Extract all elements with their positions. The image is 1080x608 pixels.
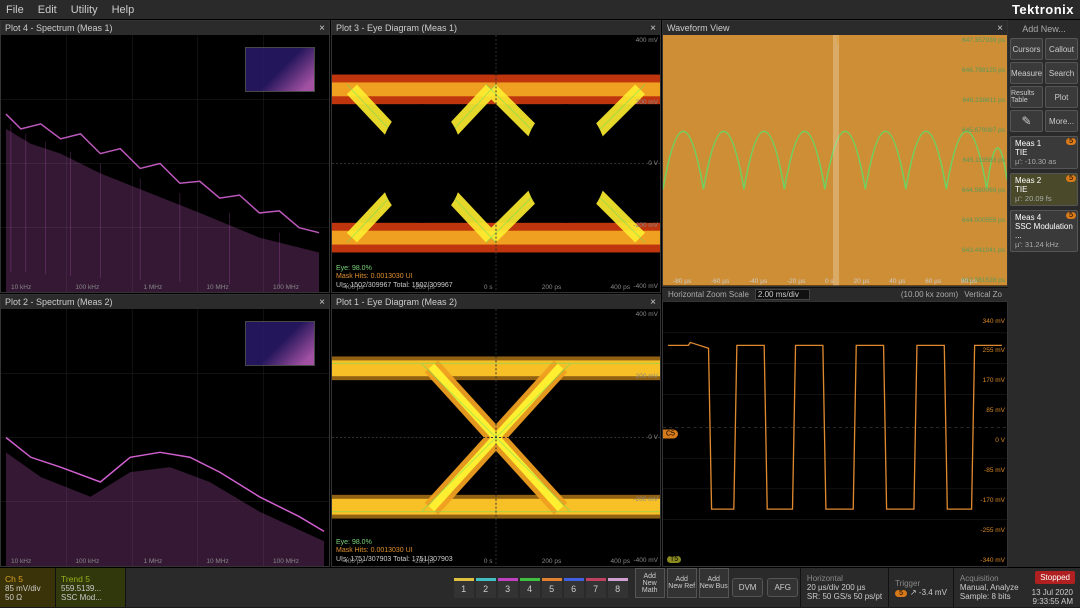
waveform-top-canvas	[663, 35, 1007, 286]
plot2-spectrum[interactable]: Plot 2 - Spectrum (Meas 2) × 10 kHz100 kH…	[0, 294, 330, 567]
menu-edit[interactable]: Edit	[38, 4, 57, 16]
plot-button[interactable]: Plot	[1045, 86, 1078, 108]
dvm-button[interactable]: DVM	[732, 578, 764, 597]
channel-buttons: 12345678	[448, 568, 634, 607]
close-icon[interactable]: ×	[997, 23, 1003, 34]
close-icon[interactable]: ×	[319, 23, 325, 34]
measurement-badge-1[interactable]: 5 Meas 1 TIE µ': -10.30 as	[1010, 136, 1078, 169]
search-button[interactable]: Search	[1045, 62, 1078, 84]
trigger-settings[interactable]: Trigger 5↗ -3.4 mV	[888, 568, 953, 607]
sidebar-addnew-label: Add New...	[1010, 22, 1078, 36]
channel-5-button[interactable]: 5	[542, 578, 562, 598]
plot3-canvas	[332, 35, 660, 292]
plot1-yticks: 400 mV200 mV0 V-200 mV-400 mV	[633, 311, 658, 564]
horizontal-zoom-bar: Horizontal Zoom Scale (10.00 kx zoom) Ve…	[662, 287, 1008, 301]
waveform-top-xticks: -80 µs-60 µs-40 µs-20 µs0 s20 µs40 µs60 …	[673, 278, 977, 285]
channel-1-button[interactable]: 1	[454, 578, 474, 598]
plot1-canvas	[332, 309, 660, 566]
plot-grid: Plot 4 - Spectrum (Meas 1) × 10 kHz100 kH…	[0, 20, 1008, 567]
hzoom-value-input[interactable]	[755, 289, 810, 300]
bottom-bar: Ch 5 85 mV/div 50 Ω Trend 5 559.5139... …	[0, 567, 1080, 607]
plot4-title: Plot 4 - Spectrum (Meas 1)	[5, 23, 113, 33]
plot4-spectrum[interactable]: Plot 4 - Spectrum (Meas 1) × 10 kHz100 kH…	[0, 20, 330, 293]
waveform-title: Waveform View	[667, 23, 730, 33]
measure-button[interactable]: Measure	[1010, 62, 1043, 84]
menu-help[interactable]: Help	[112, 4, 135, 16]
menubar: File Edit Utility Help Tektronix	[0, 0, 1080, 20]
trend5-badge[interactable]: Trend 5 559.5139... SSC Mod...	[56, 568, 126, 607]
channel-6-button[interactable]: 6	[564, 578, 584, 598]
waveform-top-yticks: 647.357939 ps646.798125 ps646.238611 ps6…	[962, 37, 1005, 284]
add-math-button[interactable]: Add New Math	[635, 568, 665, 598]
run-state-stopped[interactable]: Stopped	[1035, 571, 1075, 584]
plot3-yticks: 400 mV200 mV0 V-200 mV-400 mV	[633, 37, 658, 290]
plot4-xticks: 10 kHz100 kHz1 MHz10 MHz100 MHz	[11, 284, 299, 291]
measurement-badge-2[interactable]: 5 Meas 2 TIE µ': 20.09 fs	[1010, 173, 1078, 206]
plot4-thumbnail[interactable]	[245, 47, 315, 92]
sidebar: Add New... Cursors Callout Measure Searc…	[1008, 20, 1080, 567]
plot1-eye[interactable]: Plot 1 - Eye Diagram (Meas 2) ×	[331, 294, 661, 567]
hzoom-label: Horizontal Zoom Scale	[668, 290, 749, 299]
draw-tool-icon[interactable]: ✎	[1010, 110, 1043, 132]
channel-badge[interactable]: C5	[663, 429, 678, 438]
waveform-view-bottom[interactable]: C5 340 mV255 mV170 mV85 mV0 V-85 mV-170 …	[662, 301, 1008, 568]
hzoom-vz: Vertical Zo	[964, 290, 1002, 299]
datetime-display: 13 Jul 20209:33:55 AM	[1028, 586, 1077, 608]
plot3-title: Plot 3 - Eye Diagram (Meas 1)	[336, 23, 457, 33]
hzoom-extra: (10.00 kx zoom)	[901, 290, 958, 299]
menu-utility[interactable]: Utility	[71, 4, 98, 16]
waveform-view-top[interactable]: Waveform View × T 647.357939 ps646.798125…	[662, 20, 1008, 287]
cursors-button[interactable]: Cursors	[1010, 38, 1043, 60]
meas1-tag: 5	[1066, 138, 1076, 145]
channel-8-button[interactable]: 8	[608, 578, 628, 598]
waveform-bottom-canvas	[663, 302, 1007, 553]
trigger-marker-icon[interactable]: T	[835, 35, 841, 45]
channel-7-button[interactable]: 7	[586, 578, 606, 598]
plot3-info: Eye: 98.0% Mask Hits: 0.0013030 UI UIs: …	[336, 265, 453, 290]
meas2-tag: 5	[1066, 175, 1076, 182]
waveform-bottom-ts-badge: T5	[667, 553, 681, 564]
channel5-badge[interactable]: Ch 5 85 mV/div 50 Ω	[0, 568, 56, 607]
plot1-title: Plot 1 - Eye Diagram (Meas 2)	[336, 297, 457, 307]
plot1-info: Eye: 98.0% Mask Hits: 0.0013030 UI UIs: …	[336, 539, 453, 564]
meas4-tag: 5	[1066, 212, 1076, 219]
afg-button[interactable]: AFG	[767, 578, 797, 597]
callout-button[interactable]: Callout	[1045, 38, 1078, 60]
close-icon[interactable]: ×	[650, 23, 656, 34]
add-bus-button[interactable]: Add New Bus	[699, 568, 729, 598]
plot2-thumbnail[interactable]	[245, 321, 315, 366]
brand-logo: Tektronix	[1012, 2, 1074, 17]
close-icon[interactable]: ×	[650, 297, 656, 308]
menu-file[interactable]: File	[6, 4, 24, 16]
waveform-bottom-yticks: 340 mV255 mV170 mV85 mV0 V-85 mV-170 mV-…	[980, 318, 1005, 565]
channel-3-button[interactable]: 3	[498, 578, 518, 598]
acquisition-settings[interactable]: Acquisition Manual, Analyze Sample: 8 bi…	[953, 568, 1025, 607]
channel-2-button[interactable]: 2	[476, 578, 496, 598]
channel-4-button[interactable]: 4	[520, 578, 540, 598]
plot3-eye[interactable]: Plot 3 - Eye Diagram (Meas 1) ×	[331, 20, 661, 293]
results-table-button[interactable]: Results Table	[1010, 86, 1043, 108]
add-ref-button[interactable]: Add New Ref	[667, 568, 697, 598]
more-button[interactable]: More...	[1045, 110, 1078, 132]
plot2-xticks: 10 kHz100 kHz1 MHz10 MHz100 MHz	[11, 558, 299, 565]
close-icon[interactable]: ×	[319, 297, 325, 308]
horizontal-settings[interactable]: Horizontal 20 µs/div 200 µs SR: 50 GS/s …	[800, 568, 888, 607]
plot2-title: Plot 2 - Spectrum (Meas 2)	[5, 297, 113, 307]
measurement-badge-4[interactable]: 5 Meas 4 SSC Modulation ... µ': 31.24 kH…	[1010, 210, 1078, 252]
